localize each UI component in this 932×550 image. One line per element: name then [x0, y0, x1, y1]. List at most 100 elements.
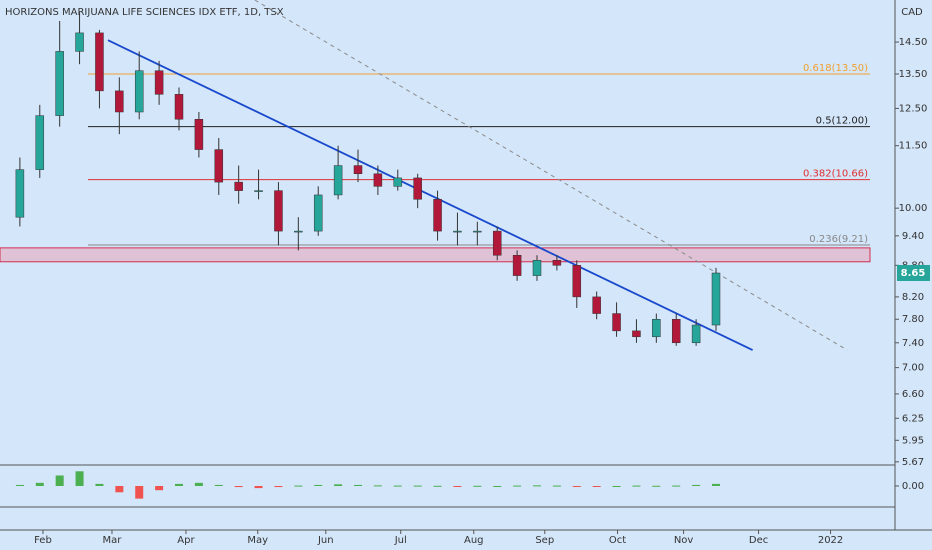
- candle-body: [592, 296, 601, 314]
- candle-body: [194, 119, 204, 150]
- indicator-bar: [612, 486, 621, 487]
- candle-body: [214, 149, 224, 183]
- indicator-tick-label: 0.00: [902, 481, 924, 492]
- fib-label: 0.5(12.00): [816, 116, 868, 127]
- zone: [0, 247, 871, 263]
- indicator-bar: [55, 475, 64, 486]
- indicator-bar: [194, 482, 203, 486]
- candle-body: [473, 230, 482, 233]
- price-tag-label: 8.65: [901, 268, 926, 279]
- candle-body: [413, 177, 422, 200]
- candle-body: [612, 313, 621, 332]
- y-tick-label: 5.67: [902, 457, 924, 468]
- trend-line: [254, 0, 848, 351]
- indicator-bar: [533, 485, 541, 487]
- indicator-bar: [453, 486, 462, 487]
- y-tick-label: 7.00: [902, 363, 924, 374]
- indicator-bar: [75, 471, 84, 486]
- candle-body: [711, 272, 721, 326]
- indicator-bar: [413, 485, 422, 487]
- indicator-bar: [294, 485, 303, 487]
- candle-body: [572, 265, 582, 298]
- candle-body: [313, 194, 323, 232]
- currency: CAD: [901, 7, 923, 18]
- x-tick-label: Oct: [609, 535, 626, 546]
- candle-body: [154, 70, 164, 95]
- candle-body: [115, 90, 124, 113]
- x-tick-label: Aug: [464, 535, 484, 546]
- y-tick-label: 8.20: [902, 292, 924, 303]
- candle-body: [632, 330, 641, 338]
- x-tick-label: Jun: [317, 535, 334, 546]
- candle-body: [234, 181, 243, 191]
- x-tick-label: Apr: [177, 535, 195, 546]
- candle-body: [134, 70, 144, 113]
- indicator-bar: [692, 484, 701, 486]
- indicator-bar: [35, 482, 44, 486]
- indicator-bar: [175, 483, 183, 486]
- indicator-bar: [15, 484, 24, 486]
- y-tick-label: 10.00: [899, 203, 928, 214]
- x-tick-label: 2022: [818, 535, 843, 546]
- fib-label: 0.382(10.66): [803, 169, 868, 180]
- chart-title: HORIZONS MARIJUANA LIFE SCIENCES IDX ETF…: [5, 7, 284, 18]
- price-tag: [897, 265, 930, 282]
- candle-body: [492, 230, 502, 256]
- candle-body: [532, 260, 542, 276]
- y-tick-label: 9.40: [902, 231, 924, 242]
- fib-label: 0.236(9.21): [809, 234, 868, 245]
- candle-body: [512, 255, 522, 276]
- x-tick-label: Dec: [749, 535, 768, 546]
- candle-body: [174, 94, 184, 120]
- indicator-bar: [672, 485, 681, 487]
- y-tick-label: 12.50: [899, 103, 928, 114]
- indicator-bar: [135, 486, 144, 499]
- candle-body: [333, 165, 343, 196]
- y-tick-label: 7.80: [902, 314, 924, 325]
- y-tick-label: 13.50: [899, 69, 928, 80]
- indicator-bar: [274, 486, 283, 488]
- indicator-bar: [632, 485, 641, 487]
- x-tick-label: Nov: [674, 535, 694, 546]
- candle-body: [75, 32, 84, 52]
- indicator-bar: [712, 483, 720, 486]
- candle-body: [274, 190, 283, 232]
- x-tick-label: Mar: [103, 535, 123, 546]
- candle-body: [652, 318, 661, 338]
- candle-body: [254, 190, 263, 192]
- indicator-bar: [254, 486, 263, 489]
- indicator-bar: [155, 486, 164, 491]
- y-tick-label: 14.50: [899, 37, 928, 48]
- indicator-bar: [314, 484, 323, 486]
- indicator-bar: [572, 486, 581, 487]
- y-tick-label: 7.40: [902, 338, 924, 349]
- candle-body: [552, 260, 562, 266]
- candle-body: [453, 230, 462, 233]
- candle-body: [35, 115, 45, 170]
- candle-body: [433, 199, 442, 232]
- indicator-bar: [433, 485, 442, 487]
- indicator-bar: [592, 486, 601, 487]
- indicator-bar: [652, 485, 661, 487]
- indicator-bar: [373, 485, 382, 487]
- candle-body: [393, 177, 403, 187]
- indicator-bar: [95, 483, 104, 486]
- indicator-bar: [334, 484, 343, 486]
- indicator-bar: [473, 485, 482, 487]
- indicator-bar: [513, 485, 522, 487]
- candle-body: [55, 51, 64, 116]
- x-tick-label: Feb: [34, 535, 52, 546]
- indicator-bar: [493, 486, 502, 487]
- indicator-bar: [354, 484, 362, 486]
- candle-body: [15, 169, 25, 218]
- candle-body: [95, 32, 104, 92]
- candle-body: [671, 318, 681, 344]
- indicator-bar: [393, 485, 402, 487]
- fib-label: 0.618(13.50): [803, 63, 868, 74]
- indicator-bar: [214, 484, 223, 486]
- y-tick-label: 6.25: [902, 413, 924, 424]
- candle-body: [353, 165, 363, 175]
- indicator-bar: [552, 485, 561, 487]
- x-tick-label: Jul: [394, 535, 407, 546]
